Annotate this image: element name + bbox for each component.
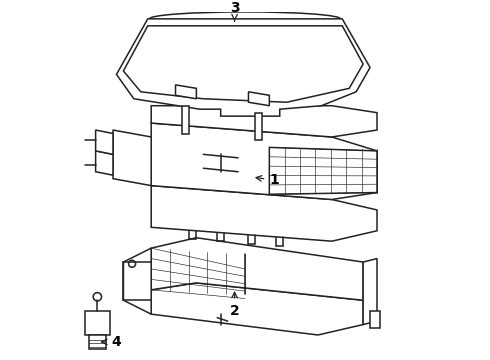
Text: 1: 1 (256, 174, 279, 187)
Polygon shape (117, 19, 370, 116)
Polygon shape (96, 130, 113, 154)
Polygon shape (113, 130, 151, 186)
Polygon shape (151, 106, 377, 137)
Polygon shape (182, 106, 190, 134)
Polygon shape (151, 238, 363, 300)
Polygon shape (151, 123, 377, 199)
Text: 3: 3 (230, 1, 240, 21)
Text: 4: 4 (101, 335, 122, 349)
Polygon shape (85, 311, 110, 335)
Polygon shape (123, 26, 363, 102)
Polygon shape (96, 151, 113, 175)
Polygon shape (175, 85, 196, 99)
Polygon shape (270, 147, 377, 194)
Polygon shape (363, 258, 377, 325)
Polygon shape (370, 311, 380, 328)
Polygon shape (89, 335, 106, 349)
Polygon shape (151, 283, 363, 335)
Polygon shape (255, 113, 262, 140)
Polygon shape (248, 92, 270, 106)
Polygon shape (123, 248, 151, 314)
Text: 2: 2 (230, 292, 240, 318)
Polygon shape (151, 186, 377, 241)
